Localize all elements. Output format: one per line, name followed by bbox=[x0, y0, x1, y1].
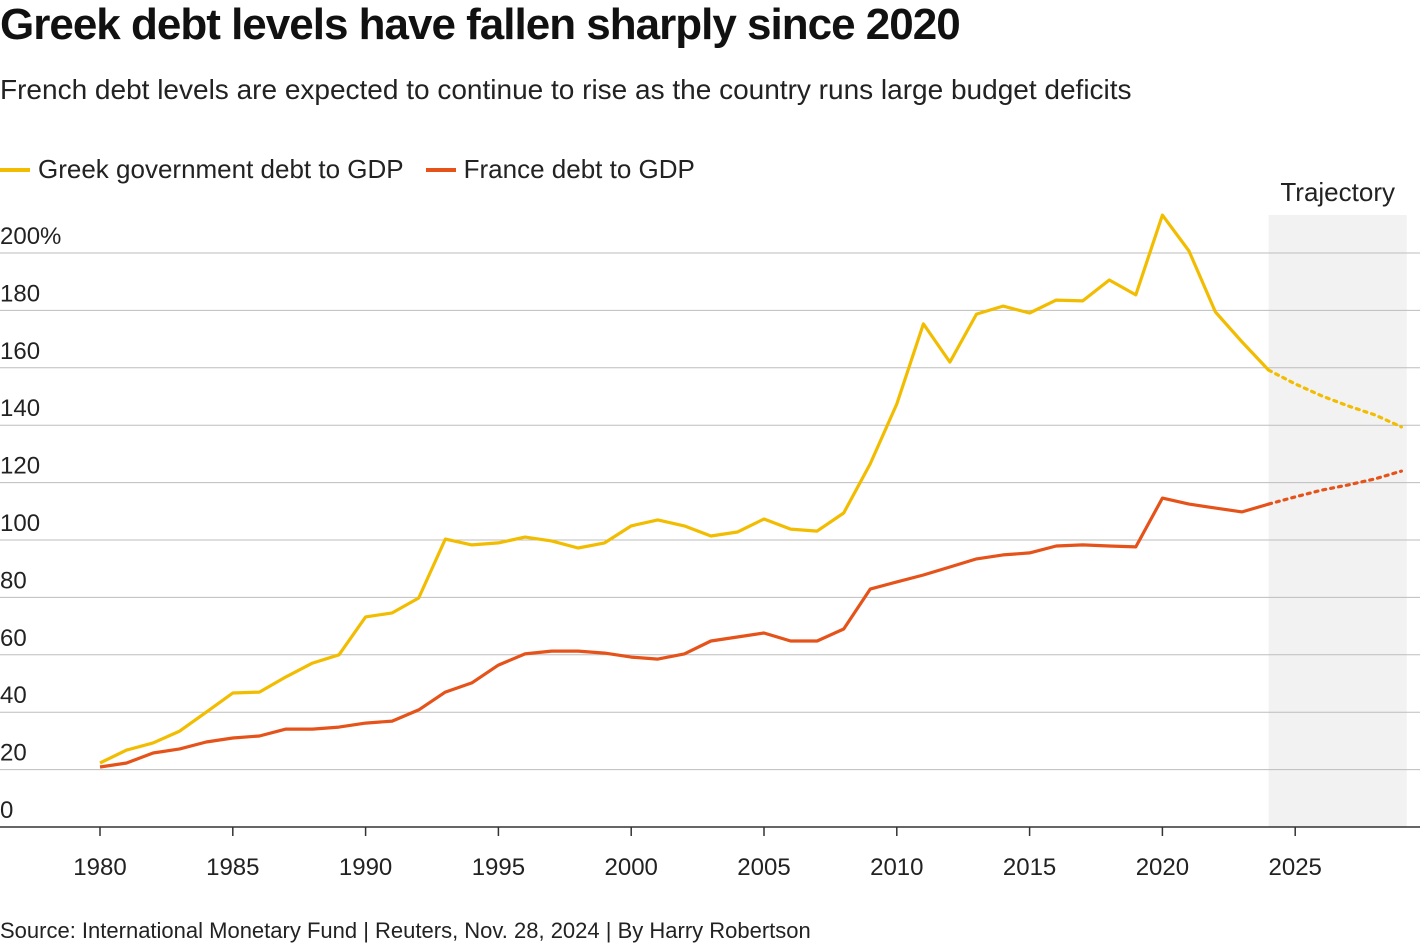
y-tick-label: 40 bbox=[0, 682, 27, 709]
x-tick-label: 2000 bbox=[605, 854, 658, 881]
x-tick-label: 2015 bbox=[1003, 854, 1056, 881]
series-projection-greece bbox=[1266, 368, 1404, 429]
chart-title: Greek debt levels have fallen sharply si… bbox=[0, 0, 961, 49]
series-projection-france bbox=[1266, 469, 1404, 506]
x-tick-label: 2010 bbox=[870, 854, 923, 881]
x-tick-label: 1985 bbox=[206, 854, 259, 881]
trajectory-label: Trajectory bbox=[1280, 177, 1395, 207]
y-tick-label: 200% bbox=[0, 223, 61, 250]
legend-item-france: France debt to GDP bbox=[425, 154, 695, 185]
x-tick-label: 1990 bbox=[339, 854, 392, 881]
trajectory-shading bbox=[1268, 215, 1407, 827]
y-tick-label: 160 bbox=[0, 338, 40, 365]
legend-swatch-france bbox=[425, 167, 456, 172]
y-tick-label: 120 bbox=[0, 453, 40, 480]
y-tick-label: 180 bbox=[0, 280, 40, 307]
y-tick-label: 100 bbox=[0, 510, 40, 537]
legend-swatch-greece bbox=[0, 167, 30, 172]
x-tick-label: 1980 bbox=[73, 854, 126, 881]
legend-label-france: France debt to GDP bbox=[463, 154, 695, 184]
y-tick-label: 20 bbox=[0, 740, 27, 767]
x-tick-label: 2005 bbox=[737, 854, 790, 881]
source-note: Source: International Monetary Fund | Re… bbox=[0, 918, 811, 943]
legend-label-greece: Greek government debt to GDP bbox=[38, 154, 404, 184]
legend: Greek government debt to GDP France debt… bbox=[0, 154, 695, 185]
x-tick-label: 2025 bbox=[1269, 854, 1322, 881]
y-tick-label: 80 bbox=[0, 567, 27, 594]
series-line-france bbox=[99, 496, 1270, 769]
y-tick-label: 60 bbox=[0, 625, 27, 652]
chart-subtitle: French debt levels are expected to conti… bbox=[0, 74, 1132, 105]
y-tick-label: 140 bbox=[0, 395, 40, 422]
x-tick-label: 2020 bbox=[1136, 854, 1189, 881]
x-tick-label: 1995 bbox=[472, 854, 525, 881]
y-tick-label: 0 bbox=[0, 797, 13, 824]
series-line-greece bbox=[99, 213, 1270, 765]
legend-item-greece: Greek government debt to GDP bbox=[0, 154, 404, 185]
